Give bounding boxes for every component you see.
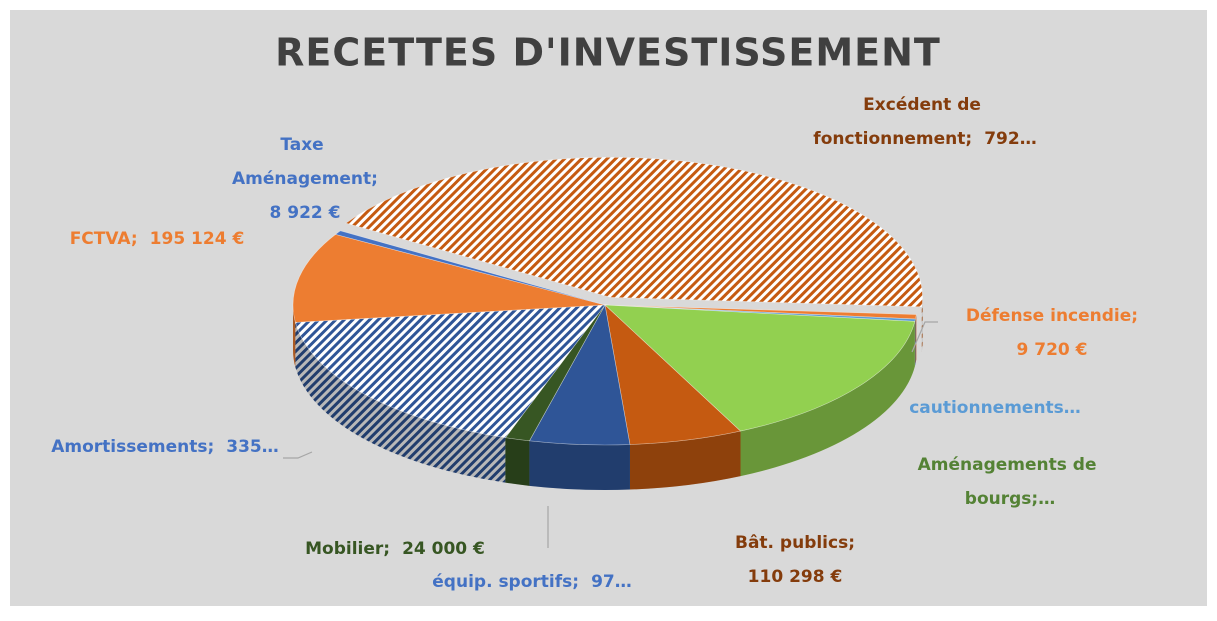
labels: Excédent de fonctionnement; 792… Défense i… xyxy=(51,95,1138,592)
slice-side xyxy=(740,321,915,477)
data-label-value: 8 922 € xyxy=(270,203,341,223)
data-label: Défense incendie; xyxy=(966,306,1138,326)
slice-side xyxy=(529,440,630,491)
slice-side-shade xyxy=(740,321,915,477)
slice-side-shade xyxy=(921,297,923,352)
slice-side-shade xyxy=(529,440,630,491)
chart-title: RECETTES D'INVESTISSEMENT xyxy=(275,31,941,75)
slice xyxy=(345,157,923,308)
slice-side xyxy=(921,297,923,352)
slice-side-shade xyxy=(914,319,916,367)
slice xyxy=(295,304,606,438)
slice xyxy=(604,304,916,432)
slice xyxy=(292,234,606,323)
leader-line xyxy=(911,321,938,353)
leader-line xyxy=(283,451,313,459)
data-label-value: 792… xyxy=(984,129,1037,149)
data-label-value: 195 124 € xyxy=(150,229,245,249)
data-label-value: 110 298 € xyxy=(748,567,843,587)
data-label: Aménagements de bourgs;… xyxy=(918,455,1103,509)
data-label: FCTVA; xyxy=(70,229,138,249)
data-label: équip. sportifs; xyxy=(432,572,579,592)
data-label-value: 24 000 € xyxy=(402,539,485,559)
slice-side xyxy=(295,322,506,483)
data-label: cautionnements… xyxy=(909,398,1081,418)
slice-side xyxy=(505,437,530,486)
slice-side xyxy=(915,314,917,365)
data-label: Mobilier; xyxy=(305,539,390,559)
leader-lines xyxy=(283,321,938,548)
data-label: Taxe Aménagement; xyxy=(232,135,378,189)
slice-side-shade xyxy=(915,314,917,365)
slice-side-shade xyxy=(295,322,506,483)
data-label: Bât. publics; xyxy=(735,533,855,553)
data-label: Excédent de fonctionnement; xyxy=(813,95,987,149)
data-label-value: 97… xyxy=(591,572,632,592)
slice-side-shade xyxy=(629,431,741,490)
slice-side xyxy=(629,431,741,490)
data-label-value: 335… xyxy=(226,437,279,457)
data-label: Amortissements; xyxy=(51,437,214,457)
pie xyxy=(292,157,923,491)
slice-side xyxy=(914,319,916,367)
slice xyxy=(334,230,606,306)
slice-side-shade xyxy=(505,437,530,486)
data-label-value: 9 720 € xyxy=(1017,340,1088,360)
